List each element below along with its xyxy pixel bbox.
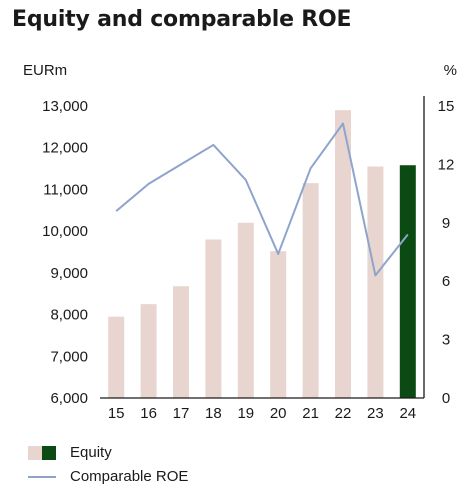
equity-bar-18: [205, 239, 222, 398]
left-tick-label: 10,000: [42, 223, 88, 240]
x-tick-label: 15: [108, 405, 125, 422]
legend-label-roe: Comparable ROE: [70, 468, 189, 485]
equity-highlight-swatch-icon: [42, 445, 56, 460]
right-tick-label: 12: [438, 156, 455, 173]
chart-title: Equity and comparable ROE: [12, 7, 352, 32]
equity-bar-19: [237, 222, 254, 398]
equity-bar-24: [399, 165, 416, 398]
right-tick-label: 6: [442, 273, 450, 290]
legend-item-roe: Comparable ROE: [28, 468, 188, 485]
x-tick-label: 17: [173, 405, 190, 422]
x-tick-label: 24: [399, 405, 416, 422]
left-tick-label: 6,000: [50, 390, 88, 407]
right-tick-label: 9: [442, 215, 450, 232]
equity-bar-23: [367, 166, 384, 398]
roe-line-swatch-icon: [28, 475, 56, 478]
x-tick-label: 18: [205, 405, 222, 422]
legend-item-equity: Equity: [28, 444, 112, 461]
right-tick-label: 15: [438, 98, 455, 115]
left-tick-label: 7,000: [50, 348, 88, 365]
left-tick-label: 12,000: [42, 140, 88, 157]
equity-bar-16: [140, 304, 157, 398]
left-tick-label: 8,000: [50, 307, 88, 324]
x-tick-label: 23: [367, 405, 384, 422]
x-tick-label: 21: [302, 405, 319, 422]
left-tick-label: 13,000: [42, 98, 88, 115]
equity-bar-20: [270, 251, 287, 398]
left-tick-label: 9,000: [50, 265, 88, 282]
roe-line: [115, 122, 409, 277]
right-axis-unit: %: [443, 62, 457, 79]
x-tick-label: 22: [335, 405, 352, 422]
equity-bar-17: [173, 286, 189, 398]
x-tick-label: 19: [237, 405, 254, 422]
x-tick-label: 20: [270, 405, 287, 422]
equity-bar-15: [108, 316, 125, 398]
legend-label-equity: Equity: [70, 444, 112, 461]
left-axis-unit: EURm: [23, 62, 68, 79]
equity-bar-22: [335, 110, 351, 399]
right-tick-label: 3: [442, 332, 450, 349]
left-tick-label: 11,000: [43, 181, 88, 198]
right-tick-label: 0: [442, 390, 450, 407]
equity-swatch-icon: [28, 445, 42, 460]
equity-bar-21: [302, 183, 319, 398]
x-tick-label: 16: [140, 405, 157, 422]
